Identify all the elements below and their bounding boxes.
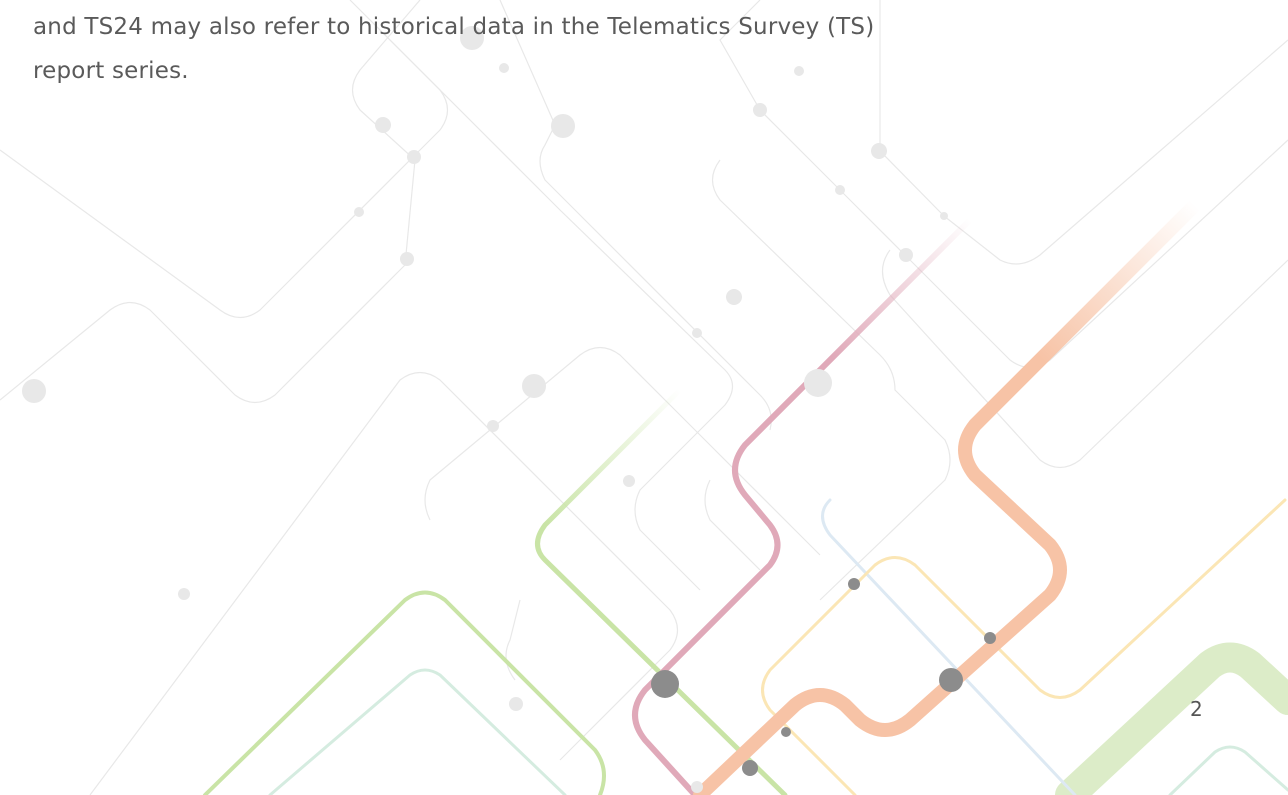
colored-lines	[205, 205, 1288, 795]
page: and TS24 may also refer to historical da…	[0, 0, 1288, 795]
background-decoration	[0, 0, 1288, 795]
body-text-line: report series.	[33, 58, 189, 84]
body-text-line: and TS24 may also refer to historical da…	[33, 14, 874, 40]
light-dots	[22, 26, 948, 793]
page-number: 2	[1190, 697, 1203, 721]
dark-dots	[651, 578, 996, 776]
